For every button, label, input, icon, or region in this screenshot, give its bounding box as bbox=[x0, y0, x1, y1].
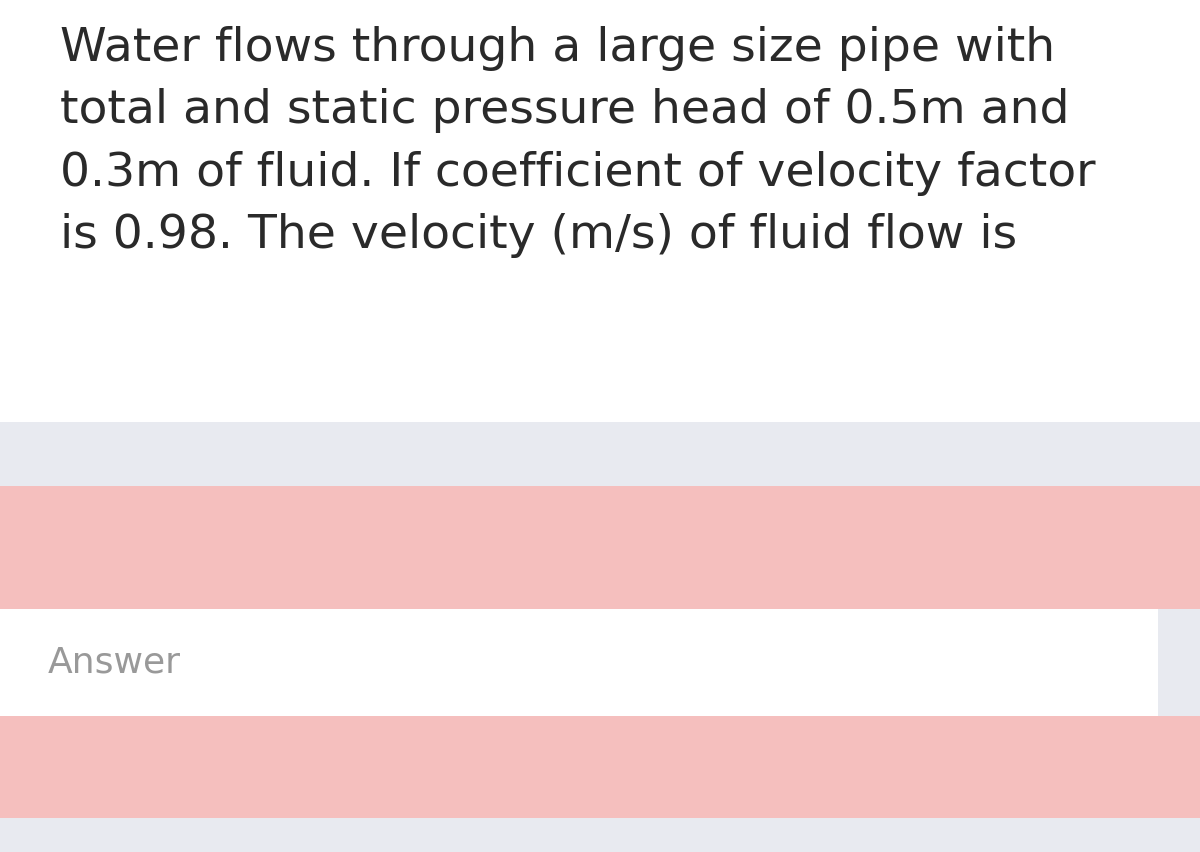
Text: Answer: Answer bbox=[48, 646, 181, 679]
Bar bbox=[0, 422, 1200, 852]
Text: Water flows through a large size pipe with
total and static pressure head of 0.5: Water flows through a large size pipe wi… bbox=[60, 26, 1096, 258]
Bar bbox=[0, 0, 1200, 430]
Bar bbox=[0, 486, 1200, 609]
Bar bbox=[0, 716, 1200, 818]
Bar bbox=[0, 609, 1158, 716]
